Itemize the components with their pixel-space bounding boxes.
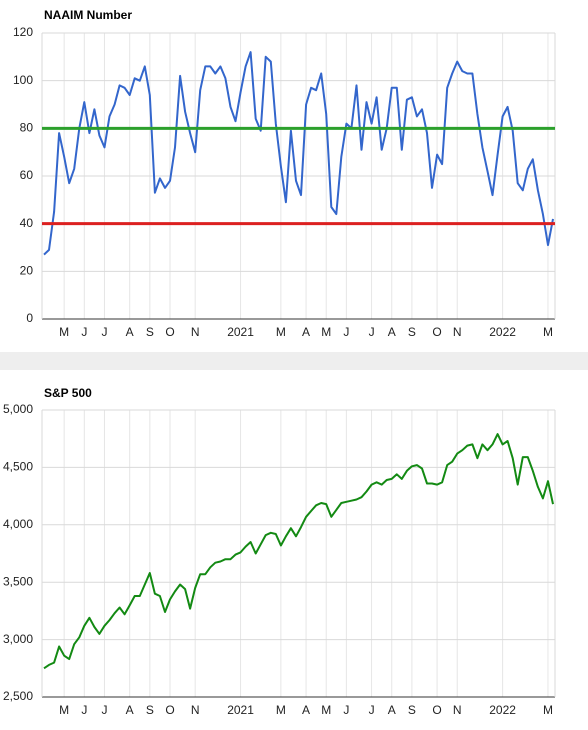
y-tick-label: 40	[20, 216, 34, 230]
y-tick-label: 80	[20, 121, 34, 135]
x-tick-label: J	[101, 703, 107, 717]
separator	[0, 352, 588, 370]
y-tick-label: 0	[26, 311, 33, 325]
x-tick-label: A	[388, 703, 396, 717]
x-tick-label: J	[81, 703, 87, 717]
x-tick-label: M	[59, 703, 69, 717]
y-tick-label: 120	[13, 25, 33, 39]
x-tick-label: M	[276, 703, 286, 717]
x-tick-label: A	[388, 325, 396, 339]
x-tick-label: N	[191, 325, 200, 339]
x-tick-label: M	[321, 325, 331, 339]
x-tick-label: 2021	[227, 703, 254, 717]
x-tick-label: 2021	[227, 325, 254, 339]
x-tick-label: J	[343, 325, 349, 339]
x-tick-label: O	[432, 325, 441, 339]
x-tick-label: M	[543, 703, 553, 717]
x-tick-label: A	[126, 325, 134, 339]
chart-title: S&P 500	[44, 386, 92, 400]
x-tick-label: J	[81, 325, 87, 339]
y-tick-label: 3,000	[3, 632, 33, 646]
x-tick-label: J	[101, 325, 107, 339]
x-tick-label: M	[59, 325, 69, 339]
x-tick-label: O	[165, 703, 174, 717]
x-tick-label: S	[408, 325, 416, 339]
x-tick-label: M	[543, 325, 553, 339]
x-tick-label: 2022	[489, 703, 516, 717]
x-tick-label: A	[302, 703, 310, 717]
x-tick-label: S	[408, 703, 416, 717]
y-tick-label: 3,500	[3, 574, 33, 588]
y-tick-label: 5,000	[3, 402, 33, 416]
x-tick-label: S	[146, 703, 154, 717]
y-tick-label: 4,500	[3, 460, 33, 474]
x-tick-label: S	[146, 325, 154, 339]
x-tick-label: O	[165, 325, 174, 339]
x-tick-label: N	[191, 703, 200, 717]
x-tick-label: J	[369, 325, 375, 339]
x-tick-label: 2022	[489, 325, 516, 339]
x-tick-label: J	[369, 703, 375, 717]
data-line	[43, 51, 554, 256]
x-tick-label: A	[302, 325, 310, 339]
y-tick-label: 4,000	[3, 517, 33, 531]
y-tick-label: 100	[13, 73, 33, 87]
x-tick-label: N	[453, 703, 462, 717]
x-tick-label: M	[321, 703, 331, 717]
data-line	[43, 433, 554, 670]
x-tick-label: N	[453, 325, 462, 339]
x-tick-label: J	[343, 703, 349, 717]
y-tick-label: 20	[20, 264, 34, 278]
chart-title: NAAIM Number	[44, 8, 132, 22]
x-tick-label: A	[126, 703, 134, 717]
x-tick-label: O	[432, 703, 441, 717]
x-tick-label: M	[276, 325, 286, 339]
y-tick-label: 60	[20, 168, 34, 182]
y-tick-label: 2,500	[3, 689, 33, 703]
